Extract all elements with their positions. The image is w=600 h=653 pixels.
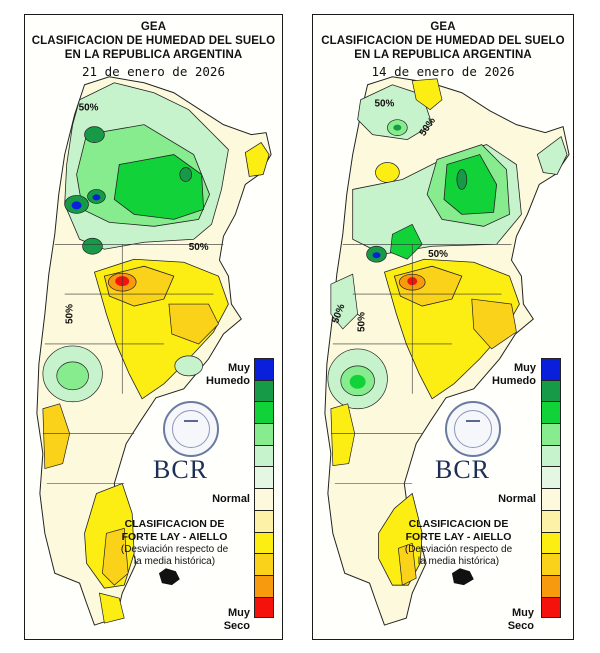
header-date: 21 de enero de 2026: [82, 64, 225, 79]
map-panel-21-enero: 50% 50% 50% GEA CLASIFICACION DE HUMEDAD…: [24, 14, 283, 640]
contour-label: 50%: [375, 99, 395, 110]
legend-swatch: [541, 379, 561, 402]
legend-swatch: [541, 401, 561, 424]
contour-label: 50%: [65, 304, 76, 324]
soil-moisture-map: 50% 50% 50% 50% 50%: [324, 76, 570, 626]
legend-swatch: [541, 444, 561, 467]
legend-swatch: [541, 466, 561, 489]
bcr-logo-text: BCR: [435, 455, 491, 484]
legend-swatch: [254, 574, 274, 597]
contour-label: 50%: [357, 312, 368, 332]
legend-swatch: [541, 531, 561, 554]
legend-label-muy-humedo: Muy Humedo: [492, 362, 536, 387]
legend-swatch: [254, 596, 274, 619]
legend-label-normal: Normal: [498, 493, 536, 505]
legend-swatch: [541, 574, 561, 597]
legend-swatch: [254, 379, 274, 402]
legend-label-muy-seco: Muy Seco: [223, 607, 250, 632]
header-org: GEA: [140, 21, 167, 33]
legend-swatch: [254, 553, 274, 575]
legend-swatch: [254, 444, 274, 467]
legend-swatch: [254, 401, 274, 424]
legend-swatch: [254, 509, 274, 532]
header-title: CLASIFICACION DE HUMEDAD DEL SUELO: [31, 35, 276, 47]
legend-swatch: [254, 423, 274, 445]
legend-swatch: [541, 358, 561, 380]
legend-label-muy-humedo: Muy Humedo: [206, 362, 250, 387]
legend-color-scale: [541, 358, 561, 619]
header-org: GEA: [430, 21, 456, 33]
legend-swatch: [541, 423, 561, 445]
legend-color-scale: [254, 358, 274, 619]
legend-swatch: [541, 553, 561, 575]
bcr-seal-logo: [163, 401, 219, 457]
bcr-seal-logo: [445, 401, 501, 457]
legend-swatch: [254, 358, 274, 380]
contour-label: 50%: [428, 249, 448, 260]
bcr-logo-text: BCR: [153, 455, 209, 484]
map-header: GEA CLASIFICACION DE HUMEDAD DEL SUELO E…: [313, 20, 573, 80]
header-subtitle: EN LA REPUBLICA ARGENTINA: [354, 49, 532, 61]
legend-swatch: [254, 488, 274, 510]
legend-label-normal: Normal: [212, 493, 250, 505]
legend-swatch: [541, 509, 561, 532]
legend-swatch: [541, 488, 561, 510]
map-header: GEA CLASIFICACION DE HUMEDAD DEL SUELO E…: [25, 20, 282, 80]
classification-note: CLASIFICACION DE FORTE LAY - AIELLO (Des…: [404, 518, 513, 567]
header-subtitle: EN LA REPUBLICA ARGENTINA: [64, 49, 243, 61]
legend-label-muy-seco: Muy Seco: [507, 607, 534, 632]
map-panel-14-enero: 50% 50% 50% 50% 50% GEA CLASIFICACION DE…: [312, 14, 574, 640]
legend-swatch: [254, 466, 274, 489]
contour-label: 50%: [79, 103, 99, 114]
soil-moisture-map: 50% 50% 50%: [36, 76, 272, 626]
classification-note: CLASIFICACION DE FORTE LAY - AIELLO (Des…: [120, 518, 229, 567]
header-title: CLASIFICACION DE HUMEDAD DEL SUELO: [321, 35, 565, 47]
legend-swatch: [541, 596, 561, 619]
contour-label: 50%: [189, 242, 209, 253]
legend-swatch: [254, 531, 274, 554]
header-date: 14 de enero de 2026: [371, 64, 515, 79]
